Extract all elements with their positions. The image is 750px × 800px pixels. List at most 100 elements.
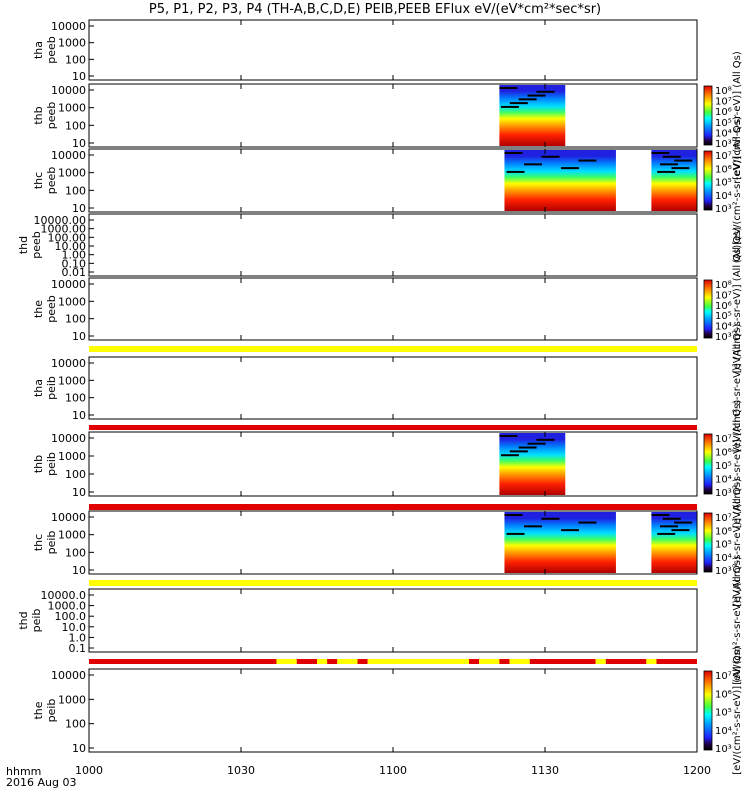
chart-title: P5, P1, P2, P3, P4 (TH-A,B,C,D,E) PEIB,P… (148, 2, 602, 17)
spectrogram-dropout-thb-peeb-0-0 (499, 87, 518, 89)
status-bar-5-segment-11 (509, 659, 530, 664)
colorbar-tick-label-the-peib-2: 10⁵ (715, 708, 732, 719)
panel-ylabel-thd-peeb-top: thd (17, 236, 30, 254)
colorbar-label-thc-peeb: [eV/(cm²-s-sr-eV)] (All Qs) (732, 116, 743, 245)
panel-background-thb-peeb (89, 84, 697, 147)
panel-ytick-label-thd-peeb-6: 0.01 (62, 266, 87, 279)
colorbar-tick-label-thb-peib-3: 10⁴ (715, 475, 732, 486)
status-bar-5-segment-13 (595, 659, 606, 664)
colorbar-label-thc-peib: [eV/(cm²-s-sr-eV)] (All Qs) (732, 478, 743, 607)
panel-ylabel-thc-peeb-bottom: peeb (45, 167, 58, 195)
colorbar-tick-label-the-peeb-5: 10³ (715, 332, 732, 343)
panel-ytick-label-thd-peeb-3: 10.00 (55, 240, 87, 253)
panel-thc-peib: 10000 1000 100 10 thc peib 10⁷ 10⁶ 10⁵ 10⁴ 10³ [eV/… (32, 478, 743, 607)
panel-ytick-label-thd-peeb-5: 0.10 (62, 257, 87, 270)
panel-ytick-label-tha-peib-1: 1000 (58, 374, 86, 387)
status-bar-3-segment-0 (89, 504, 697, 510)
panel-ytick-label-thd-peib-5: 0.1 (69, 642, 87, 655)
panel-ytick-label-the-peeb-3: 10 (72, 330, 86, 343)
spectrogram-dropout-thb-peeb-0-3 (518, 98, 537, 101)
status-bar-5-segment-0 (89, 659, 277, 664)
spectrogram-block-thc-peib-1 (651, 512, 697, 573)
spectrogram-dropout-thc-peeb-0-4 (561, 167, 579, 170)
spectrogram-dropout-thb-peib-0-1 (536, 438, 555, 441)
panel-the-peib: 10000 1000 100 10 the peib 10⁷ 10⁶ 10⁵ 10⁴ 10³ [eV/… (32, 646, 743, 775)
panel-ylabel-thd-peib-top: thd (17, 611, 30, 629)
colorbar-thb-peib (703, 433, 713, 495)
xaxis-tick-label-3: 1130 (531, 764, 559, 777)
panel-ytick-label-thb-peeb-0: 10000 (51, 84, 86, 97)
panel-ytick-label-thd-peeb-1: 1000.00 (41, 223, 87, 236)
colorbar-tick-label-thc-peib-2: 10⁵ (715, 540, 732, 551)
spectrogram-dropout-thc-peib-1-5 (657, 532, 676, 535)
panel-ylabel-tha-peeb-top: tha (32, 41, 45, 59)
panel-ytick-label-the-peeb-2: 100 (65, 313, 86, 326)
panel-the-peeb: 10000 1000 100 10 the peeb 10⁸10⁷10⁶10⁵10⁴10³[… (32, 245, 743, 374)
panel-ytick-label-tha-peib-3: 10 (72, 409, 86, 422)
spectrogram-dropout-thc-peeb-1-0 (651, 152, 670, 154)
status-bar-5-segment-15 (646, 659, 657, 664)
colorbar-tick-label-thc-peeb-4: 10³ (715, 204, 732, 215)
panel-ylabel-thb-peeb-bottom: peeb (45, 102, 58, 130)
spectrogram-dropout-thc-peib-0-4 (561, 529, 579, 532)
panel-ytick-label-tha-peib-2: 100 (65, 392, 86, 405)
panel-ytick-label-tha-peib-0: 10000 (51, 357, 86, 370)
xaxis-tick-label-4: 1200 (683, 764, 711, 777)
panel-ytick-label-the-peib-2: 100 (65, 718, 86, 731)
panel-ylabel-thb-peeb-top: thb (32, 106, 45, 124)
spectrogram-dropout-thc-peib-1-0 (651, 514, 670, 516)
panel-ytick-label-the-peib-1: 1000 (58, 693, 86, 706)
spectrogram-dropout-thb-peeb-0-2 (527, 94, 546, 97)
panel-ytick-label-the-peib-3: 10 (72, 742, 86, 755)
status-bar-5-segment-4 (327, 659, 338, 664)
spectrogram-dropout-thc-peib-1-1 (662, 517, 681, 520)
colorbar-tick-label-the-peeb-4: 10⁴ (715, 322, 732, 333)
panel-background-the-peeb (89, 278, 697, 340)
panel-ylabel-thb-peib-bottom: peib (45, 452, 58, 476)
panel-ytick-label-thb-peib-3: 10 (72, 486, 86, 499)
panel-ytick-label-thd-peeb-2: 100.00 (48, 231, 87, 244)
colorbar-tick-label-thc-peib-1: 10⁶ (715, 526, 732, 537)
spectrogram-dropout-thc-peeb-1-1 (662, 155, 681, 158)
panel-ylabel-tha-peib-bottom: peib (45, 376, 58, 400)
colorbar-tick-label-thb-peib-1: 10⁶ (715, 448, 732, 459)
panel-ytick-label-thc-peib-3: 10 (72, 564, 86, 577)
status-bar-5 (89, 659, 697, 664)
status-bar-2-segment-0 (89, 425, 697, 430)
colorbar-tick-label-the-peeb-1: 10⁷ (715, 290, 732, 301)
colorbar-tick-label-the-peib-3: 10⁴ (715, 726, 732, 737)
colorbar-tick-label-thb-peeb-4: 10⁴ (715, 128, 732, 139)
panel-ylabel-thc-peib-top: thc (32, 534, 45, 551)
colorbar-tick-label-the-peib-1: 10⁶ (715, 689, 732, 700)
spectrogram-block-thc-peeb-1 (651, 150, 697, 211)
colorbar-label-thd-peib: [eV/(cm²-s-sr-eV)] (All Qs) (732, 556, 743, 685)
spectrogram-dropout-thc-peeb-0-1 (541, 155, 560, 158)
status-bar-4 (89, 580, 697, 586)
status-bar-4-segment-0 (89, 580, 697, 586)
colorbar-tick-label-the-peib-0: 10⁷ (715, 671, 732, 682)
spectrogram-block-thc-peeb-0 (504, 150, 616, 211)
spectrogram-dropout-thc-peib-1-4 (671, 529, 690, 532)
colorbar-tick-label-thb-peib-0: 10⁷ (715, 434, 732, 445)
status-bar-5-segment-14 (605, 659, 647, 664)
status-bar-5-segment-6 (357, 659, 368, 664)
spectrogram-dropout-thb-peib-0-0 (499, 435, 518, 437)
spectrogram-dropout-thc-peeb-1-5 (657, 170, 676, 173)
panel-ytick-label-the-peeb-1: 1000 (58, 295, 86, 308)
panel-ylabel-the-peib-top: the (32, 701, 45, 719)
spectrogram-dropout-thc-peib-0-1 (541, 517, 560, 520)
colorbar-label-thb-peeb: [eV/(cm²-s-sr-eV)] (All Qs) (732, 51, 743, 180)
panel-ytick-label-thb-peeb-3: 10 (72, 137, 86, 150)
colorbar-tick-label-thb-peeb-5: 10³ (715, 139, 732, 150)
panel-ylabel-tha-peib-top: tha (32, 379, 45, 397)
status-bar-5-segment-16 (656, 659, 697, 664)
colorbar-label-tha-peib: [eV/(cm²-s-sr-eV)] (All Qs) (732, 324, 743, 453)
spectrogram-dropout-thc-peeb-1-3 (660, 163, 678, 166)
panel-background-thb-peib (89, 432, 697, 496)
footer-time-label: hhmm (6, 765, 42, 778)
panel-background-the-peib (89, 669, 697, 752)
colorbar-tick-label-thc-peeb-2: 10⁵ (715, 178, 732, 189)
